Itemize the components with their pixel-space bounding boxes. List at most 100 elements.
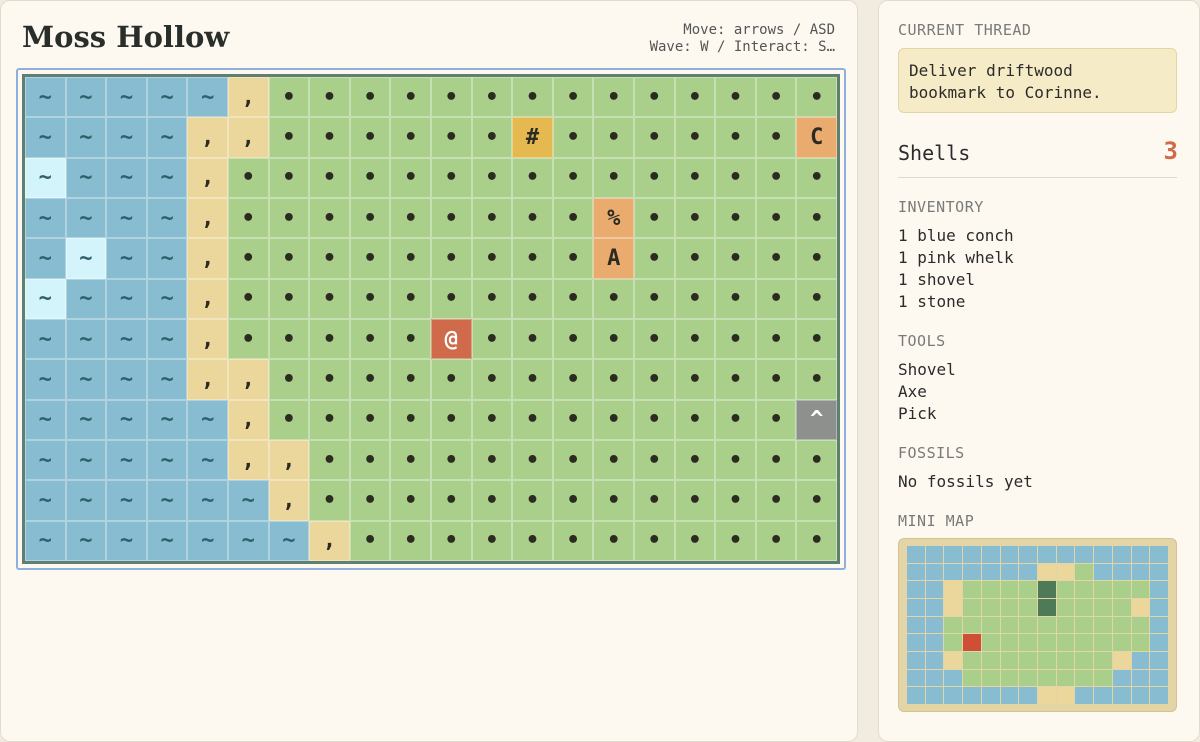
map-tile: • [755, 278, 797, 319]
map-tile: • [593, 77, 634, 118]
map-tile: • [674, 157, 716, 198]
map-tile: • [471, 157, 513, 198]
map-tile: • [715, 520, 756, 561]
minimap-tile [981, 669, 1000, 687]
map-tile: ~ [25, 278, 66, 319]
map-tile: , [227, 77, 269, 118]
map-tile: ^ [796, 399, 837, 440]
map-tile: • [674, 77, 716, 118]
minimap-tile [1150, 651, 1168, 669]
map-tile: • [796, 480, 837, 521]
minimap-tile [944, 634, 963, 651]
map-tile: • [674, 520, 716, 561]
minimap-tile [1131, 616, 1150, 634]
map-tile: • [512, 480, 553, 521]
map-tile: ~ [106, 480, 147, 521]
map-tile: • [593, 439, 634, 481]
minimap-tile [1075, 651, 1094, 669]
map-tile: • [309, 77, 350, 118]
minimap-tile [907, 563, 925, 581]
section-label: CURRENT THREAD [898, 21, 1032, 39]
map-tile: • [593, 117, 634, 158]
minimap-tile [1112, 563, 1131, 581]
minimap-tile [944, 687, 963, 704]
minimap-tile [1075, 616, 1094, 634]
minimap-tile [1037, 669, 1056, 687]
map-tile: # [512, 117, 553, 158]
map-tile: ~ [146, 117, 188, 158]
map-tile: ~ [146, 318, 188, 360]
minimap-tile [907, 546, 925, 563]
map-tile: ~ [65, 439, 107, 481]
minimap-tile [907, 581, 925, 598]
map-tile: • [552, 318, 594, 360]
map-tile: ~ [25, 77, 66, 118]
map-tile: • [390, 117, 431, 158]
minimap-tile [1131, 634, 1150, 651]
map-tile: ~ [146, 520, 188, 561]
map-tile: • [593, 157, 634, 198]
minimap [898, 538, 1177, 712]
map-tile: • [796, 77, 837, 118]
map-tile: • [227, 318, 269, 360]
minimap-tile [1019, 651, 1037, 669]
minimap-tile [981, 634, 1000, 651]
minimap-tile [1150, 546, 1168, 563]
map-tile: • [268, 359, 310, 400]
map-tile: • [430, 157, 472, 198]
minimap-tile [1037, 598, 1056, 616]
minimap-tile [1019, 687, 1037, 704]
map-tile: ~ [106, 439, 147, 481]
map-tile: • [674, 359, 716, 400]
map-tile: • [268, 318, 310, 360]
map-tile: • [349, 77, 391, 118]
map-tile: • [796, 238, 837, 279]
map-tile: ~ [25, 399, 66, 440]
map-tile: C [796, 117, 837, 158]
map-tile: • [593, 278, 634, 319]
map-tile: • [633, 238, 675, 279]
map-tile: • [471, 399, 513, 440]
minimap-tile [907, 651, 925, 669]
section-label: MINI MAP [898, 512, 975, 530]
minimap-tile [1000, 598, 1019, 616]
minimap-tile [981, 598, 1000, 616]
map-tile: • [268, 197, 310, 239]
map-tile: • [633, 77, 675, 118]
map-tile: • [755, 359, 797, 400]
map-tile: • [512, 238, 553, 279]
map-tile: • [430, 480, 472, 521]
map-tile: • [268, 238, 310, 279]
map-tile: • [430, 238, 472, 279]
map-tile: ~ [65, 318, 107, 360]
map-tile: ~ [25, 238, 66, 279]
minimap-tile [925, 563, 944, 581]
minimap-tile [981, 651, 1000, 669]
map-tile: ~ [25, 359, 66, 400]
map-tile: • [674, 278, 716, 319]
map-tile: • [755, 77, 797, 118]
currency-value: 3 [1163, 137, 1178, 165]
map-tile: • [796, 520, 837, 561]
map-tile: • [471, 278, 513, 319]
map-tile: @ [430, 318, 472, 360]
minimap-tile [981, 563, 1000, 581]
map-tile: ~ [146, 399, 188, 440]
map-tile: ~ [227, 520, 269, 561]
map-tile: • [349, 439, 391, 481]
map-tile: • [715, 77, 756, 118]
minimap-tile [1094, 563, 1112, 581]
map-tile: • [349, 278, 391, 319]
minimap-tile [1056, 598, 1075, 616]
minimap-tile [944, 563, 963, 581]
thread-box: Deliver driftwood bookmark to Corinne. [898, 48, 1177, 113]
map-tile: • [349, 359, 391, 400]
map-tile: ~ [146, 157, 188, 198]
map-tile: • [715, 399, 756, 440]
map-tile: ~ [65, 480, 107, 521]
map-tile: ~ [65, 77, 107, 118]
minimap-tile [1019, 563, 1037, 581]
minimap-tile [1037, 581, 1056, 598]
map-tile: • [512, 439, 553, 481]
